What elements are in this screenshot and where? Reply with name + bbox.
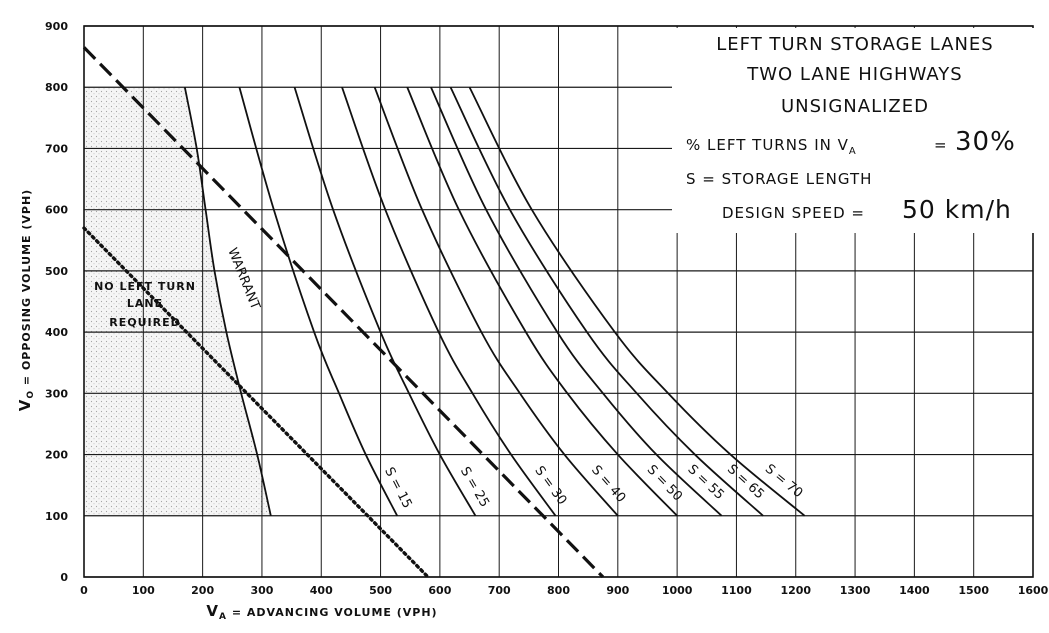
x-tick-label: 200: [191, 584, 214, 597]
info-box-background: [672, 28, 1034, 233]
x-tick-label: 700: [488, 584, 511, 597]
left-turn-equals: =: [934, 136, 948, 154]
left-turn-percent-value: 30%: [955, 127, 1016, 157]
y-tick-label: 200: [45, 449, 68, 462]
x-tick-label: 600: [428, 584, 451, 597]
x-tick-label: 1400: [899, 584, 930, 597]
x-tick-label: 1100: [721, 584, 752, 597]
y-tick-label: 900: [45, 20, 68, 33]
chart-title: LEFT TURN STORAGE LANES: [716, 34, 993, 55]
x-tick-label: 500: [369, 584, 392, 597]
x-tick-label: 400: [310, 584, 333, 597]
x-tick-label: 800: [547, 584, 570, 597]
y-tick-label: 400: [45, 326, 68, 339]
y-tick-label: 500: [45, 265, 68, 278]
plot-frame: [83, 25, 1034, 578]
design-speed-value: 50 km/h: [902, 195, 1012, 224]
storage-curve-3: [373, 86, 619, 517]
warrant-curve: [183, 87, 272, 516]
storage-curve-label: S = 55: [684, 462, 726, 503]
storage-curve-0: [238, 86, 398, 517]
tick-label-layer: 0 100 200 300 400 500 600 700 800 900 1000 1100 1200…: [45, 20, 1049, 597]
chart-subtitle-line-1: TWO LANE HIGHWAYS: [746, 64, 962, 85]
storage-curve-1: [293, 86, 477, 517]
storage-curve-2: [341, 86, 557, 517]
storage-curve-label: S = 40: [588, 463, 628, 506]
storage-curve-label: S = 15: [381, 465, 414, 511]
no-left-turn-note-line-1: NO LEFT TURN: [94, 280, 196, 293]
x-tick-label: 1500: [958, 584, 989, 597]
no-left-turn-region: [84, 87, 271, 516]
x-tick-label: 1200: [780, 584, 811, 597]
no-lane-shaded-region-layer: [84, 87, 271, 516]
y-tick-label: 800: [45, 81, 68, 94]
y-tick-label: 100: [45, 510, 68, 523]
no-left-turn-note-line-2: LANE: [127, 297, 163, 310]
x-tick-label: 0: [80, 584, 88, 597]
x-tick-label: 1000: [662, 584, 693, 597]
y-tick-label: 600: [45, 204, 68, 217]
dotted-boundary-line: [82, 226, 430, 579]
y-tick-label: 700: [45, 142, 68, 155]
y-tick-label: 300: [45, 387, 68, 400]
storage-curve-5: [430, 86, 723, 517]
storage-curve-4: [406, 86, 678, 517]
x-tick-label: 1300: [840, 584, 871, 597]
x-tick-label: 100: [132, 584, 155, 597]
storage-curve-label: S = 70: [762, 462, 805, 502]
left-turn-percent-label: % LEFT TURNS IN VA: [686, 136, 857, 157]
x-axis-label: VA = ADVANCING VOLUME (VPH): [206, 602, 437, 622]
storage-curve-7: [468, 86, 806, 517]
storage-curve-label: S = 25: [457, 464, 492, 510]
storage-length-label: S = STORAGE LENGTH: [686, 170, 872, 188]
dashed-boundary-line: [82, 46, 605, 579]
storage-curve-label: S = 50: [644, 462, 685, 504]
no-left-turn-note-line-3: REQUIRED: [109, 316, 180, 329]
storage-curve-label: S = 30: [531, 464, 569, 508]
x-tick-label: 1600: [1018, 584, 1049, 597]
warrant-label: WARRANT: [224, 246, 262, 312]
storage-curve-6: [449, 86, 764, 517]
design-speed-label: DESIGN SPEED =: [722, 204, 865, 222]
y-axis-label: VO = OPPOSING VOLUME (VPH): [16, 189, 36, 411]
x-tick-label: 300: [250, 584, 273, 597]
y-tick-label: 0: [60, 571, 68, 584]
x-tick-label: 900: [606, 584, 629, 597]
chart-subtitle-line-2: UNSIGNALIZED: [781, 96, 929, 117]
